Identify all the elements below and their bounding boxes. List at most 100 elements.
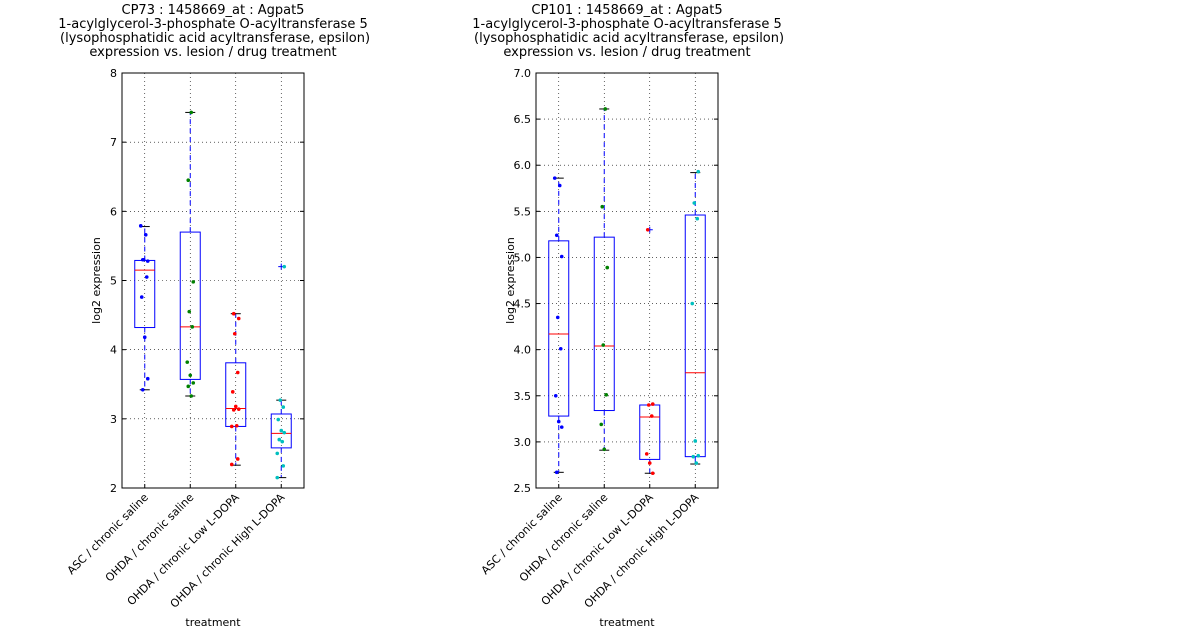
x-axis-label: treatment	[599, 616, 655, 629]
box-3	[225, 311, 247, 467]
data-point	[190, 325, 195, 329]
data-point	[599, 422, 604, 427]
data-point	[143, 233, 148, 237]
data-point	[235, 370, 240, 375]
box-iqr	[684, 214, 706, 458]
box-4	[684, 169, 706, 465]
data-point	[558, 346, 563, 351]
y-tick-label: 6.5	[514, 113, 532, 126]
data-point	[552, 176, 557, 180]
data-point	[696, 453, 701, 458]
data-point	[555, 315, 560, 320]
axes-frame	[535, 72, 719, 489]
data-point	[189, 110, 194, 115]
y-tick-label: 5	[110, 275, 117, 288]
data-point	[141, 257, 146, 262]
data-point	[276, 417, 281, 422]
data-point	[278, 398, 283, 402]
data-point	[601, 343, 606, 347]
data-point	[231, 408, 236, 412]
data-point	[236, 407, 241, 411]
data-point	[650, 471, 655, 476]
box-2	[593, 107, 615, 452]
box-iqr	[593, 236, 615, 412]
data-point	[138, 224, 143, 228]
data-point	[281, 464, 286, 468]
y-tick-label: 5.5	[514, 205, 532, 218]
box-1	[548, 176, 570, 475]
boxplot-panel-2: CP101 : 1458669_at : Agpat51-acylglycero…	[470, 3, 784, 629]
y-axis-label: log2 expression	[90, 237, 103, 324]
data-point	[600, 204, 605, 209]
data-point	[649, 414, 654, 418]
box-2	[179, 110, 201, 398]
data-point	[229, 424, 234, 429]
data-point	[187, 309, 192, 314]
chart-title-line: 1-acylglycerol-3-phosphate O-acyltransfe…	[56, 17, 370, 46]
data-point	[282, 264, 287, 269]
y-tick-label: 6	[110, 205, 117, 218]
data-point	[139, 295, 144, 299]
data-point	[559, 425, 564, 429]
y-tick-label: 4.5	[514, 298, 532, 311]
data-point	[236, 316, 241, 321]
y-tick-label: 4.0	[514, 344, 532, 357]
data-point	[145, 376, 150, 381]
box-iqr	[270, 413, 292, 449]
x-axis-label: treatment	[185, 616, 241, 629]
data-point	[275, 475, 280, 480]
data-point	[604, 393, 609, 397]
data-point	[554, 233, 559, 238]
box-iqr	[179, 231, 201, 380]
y-tick-label: 3.0	[514, 436, 532, 449]
data-point	[189, 394, 194, 398]
data-point	[559, 254, 564, 259]
data-point	[556, 419, 561, 424]
data-point	[229, 462, 234, 467]
axes-frame	[121, 72, 305, 489]
box-1	[134, 224, 156, 392]
data-point	[695, 216, 700, 221]
box-4	[270, 263, 292, 480]
box-3	[639, 226, 661, 476]
data-point	[603, 107, 608, 111]
data-point	[554, 470, 559, 475]
data-point	[693, 439, 698, 443]
y-tick-label: 2.5	[514, 482, 532, 495]
data-point	[281, 405, 286, 409]
data-point	[647, 461, 652, 465]
data-point	[279, 428, 284, 433]
chart-title-line: expression vs. lesion / drug treatment	[503, 45, 750, 60]
x-tick-label: ASC / chronic saline	[65, 491, 151, 577]
data-point	[645, 227, 650, 232]
data-point	[602, 447, 607, 452]
data-point	[275, 451, 280, 456]
x-tick-label: OHDA / chronic saline	[103, 491, 197, 585]
data-point	[646, 403, 651, 407]
data-point	[690, 301, 695, 306]
y-tick-label: 7	[110, 136, 117, 149]
y-tick-label: 6.0	[514, 159, 532, 172]
data-point	[694, 461, 699, 465]
data-point	[230, 390, 235, 394]
data-point	[186, 178, 191, 183]
y-tick-label: 3	[110, 413, 117, 426]
box-iqr	[548, 240, 570, 417]
y-axis-label: log2 expression	[504, 237, 517, 324]
data-point	[553, 393, 558, 398]
data-point	[557, 183, 562, 188]
chart-title-line: 1-acylglycerol-3-phosphate O-acyltransfe…	[470, 17, 784, 46]
data-point	[605, 265, 610, 270]
data-point	[234, 423, 239, 428]
data-point	[231, 311, 236, 316]
x-tick-label: OHDA / chronic saline	[517, 491, 611, 585]
data-point	[186, 384, 191, 389]
data-point	[650, 402, 655, 406]
data-point	[280, 439, 285, 444]
x-tick-label: ASC / chronic saline	[479, 491, 565, 577]
boxplot-panel-1: CP73 : 1458669_at : Agpat51-acylglycerol…	[56, 3, 370, 629]
data-point	[140, 387, 145, 392]
data-point	[696, 169, 701, 174]
data-point	[691, 454, 696, 459]
y-tick-label: 7.0	[514, 67, 532, 80]
